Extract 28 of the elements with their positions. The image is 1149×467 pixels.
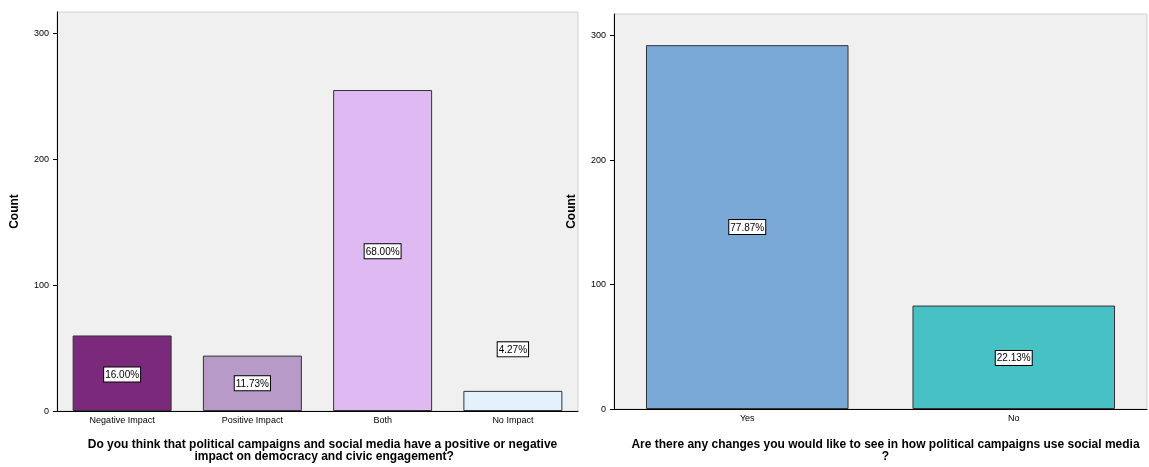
x-tick-label: No <box>1007 412 1020 423</box>
bar <box>333 90 433 411</box>
x-tick-label: Negative Impact <box>89 414 156 425</box>
y-tick-label: 100 <box>33 280 49 291</box>
y-tick-label: 200 <box>590 154 606 165</box>
x-tick-label: Yes <box>739 412 756 423</box>
bar <box>463 390 563 411</box>
y-tick-label: 0 <box>43 406 49 416</box>
x-tick-label: No Impact <box>492 414 534 425</box>
x-axis-title: Are there any changes you would like to see in how political campaigns use social media? <box>631 437 1140 463</box>
x-tick-label: Positive Impact <box>221 414 284 425</box>
y-tick-label: 200 <box>33 154 49 165</box>
annotation: 11.73% <box>235 377 270 389</box>
annotation: 16.00% <box>105 369 140 380</box>
x-tick-label: Both <box>373 414 392 425</box>
bar <box>72 335 172 411</box>
annotation: 4.27% <box>498 343 528 355</box>
y-tick-label: 300 <box>33 28 49 39</box>
y-axis-title: Count <box>7 194 21 229</box>
annotation: 68.00% <box>365 245 400 257</box>
y-tick-label: 300 <box>590 30 606 41</box>
annotation: 22.13% <box>996 352 1031 364</box>
bar <box>202 355 302 411</box>
x-axis-title: Do you think that political campaigns and social media have a positive or negative impact on democracy and civic engagement? <box>87 437 558 463</box>
y-axis-title: Count <box>564 194 578 229</box>
y-tick-label: 0 <box>600 404 606 414</box>
annotation: 77.87% <box>730 221 765 233</box>
y-tick-label: 100 <box>590 279 606 290</box>
